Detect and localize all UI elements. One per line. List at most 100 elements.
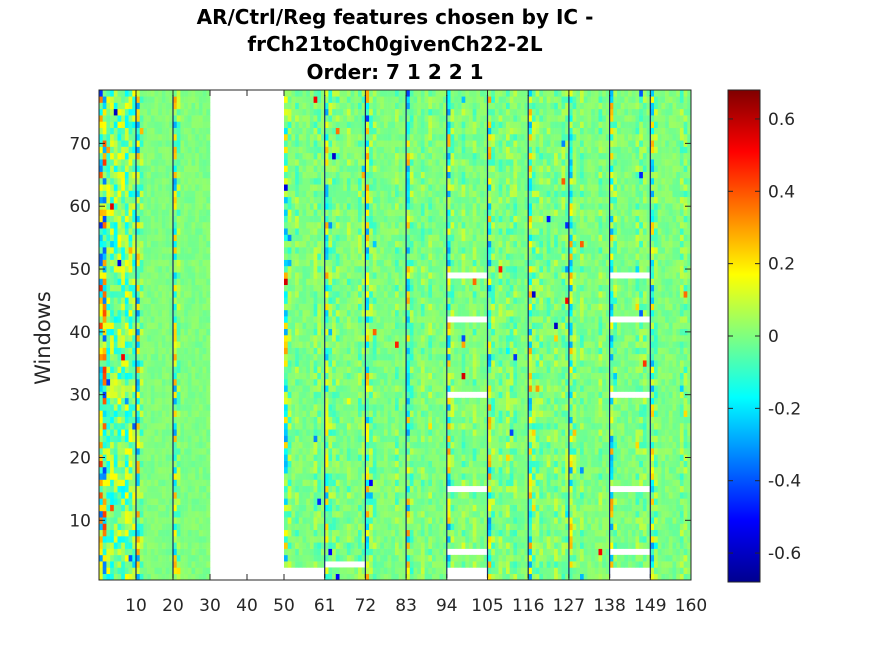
- heatmap-cell: [150, 536, 155, 543]
- heatmap-cell: [387, 385, 392, 392]
- heatmap-cell: [284, 171, 288, 179]
- heatmap-cell: [187, 347, 192, 355]
- heatmap-cell: [402, 90, 407, 97]
- heatmap-cell: [117, 316, 122, 323]
- heatmap-cell: [335, 140, 340, 147]
- heatmap-cell: [139, 473, 144, 480]
- heatmap-cell: [173, 523, 177, 531]
- heatmap-cell: [332, 448, 337, 455]
- heatmap-cell: [184, 554, 189, 562]
- heatmap-cell: [387, 366, 392, 373]
- heatmap-cell: [387, 259, 392, 267]
- heatmap-cell: [284, 284, 288, 292]
- heatmap-cell: [287, 404, 292, 411]
- heatmap-cell: [291, 347, 296, 355]
- heatmap-cell: [117, 353, 122, 361]
- heatmap-cell: [113, 504, 118, 512]
- heatmap-cell: [284, 146, 288, 154]
- heatmap-cell: [298, 328, 303, 336]
- heatmap-cell: [398, 102, 403, 110]
- heatmap-cell: [121, 554, 126, 562]
- heatmap-cell: [169, 253, 174, 260]
- heatmap-cell: [147, 335, 152, 342]
- heatmap-cell: [369, 391, 374, 399]
- heatmap-cell: [161, 234, 166, 242]
- heatmap-cell: [150, 460, 155, 468]
- heatmap-cell: [150, 309, 155, 317]
- heatmap-cell: [169, 171, 174, 179]
- heatmap-cell: [291, 171, 296, 179]
- heatmap-cell: [121, 548, 126, 556]
- heatmap-cell: [398, 190, 403, 198]
- heatmap-cell: [354, 517, 359, 524]
- heatmap-cell: [106, 303, 111, 311]
- heatmap-cell: [150, 567, 155, 575]
- heatmap-cell: [387, 404, 392, 411]
- heatmap-cell: [387, 297, 392, 304]
- heatmap-cell: [343, 378, 348, 386]
- heatmap-cell: [298, 234, 303, 242]
- heatmap-cell: [113, 561, 118, 568]
- heatmap-cell: [380, 303, 385, 311]
- heatmap-cell: [184, 253, 189, 260]
- heatmap-cell: [110, 341, 115, 348]
- heatmap-cell: [195, 341, 200, 348]
- heatmap-cell: [191, 485, 196, 493]
- heatmap-cell: [317, 498, 322, 505]
- heatmap-cell: [350, 328, 355, 336]
- heatmap-cell: [106, 510, 111, 518]
- heatmap-cell: [173, 561, 177, 568]
- heatmap-cell: [398, 284, 403, 292]
- heatmap-cell: [321, 492, 325, 499]
- heatmap-cell: [195, 328, 200, 336]
- heatmap-cell: [154, 567, 159, 575]
- heatmap-cell: [124, 410, 129, 417]
- heatmap-cell: [173, 435, 177, 443]
- heatmap-cell: [198, 272, 203, 279]
- heatmap-cell: [324, 309, 329, 317]
- heatmap-cell: [284, 328, 288, 336]
- heatmap-cell: [176, 542, 181, 549]
- heatmap-cell: [180, 121, 185, 128]
- heatmap-cell: [110, 498, 115, 505]
- heatmap-cell: [380, 335, 385, 342]
- heatmap-cell: [147, 96, 152, 103]
- heatmap-cell: [309, 466, 314, 474]
- heatmap-cell: [147, 422, 152, 430]
- heatmap-cell: [158, 284, 163, 292]
- heatmap-cell: [180, 96, 185, 103]
- heatmap-cell: [302, 435, 307, 443]
- heatmap-cell: [139, 573, 144, 581]
- heatmap-cell: [117, 479, 122, 487]
- heatmap-cell: [139, 228, 144, 235]
- heatmap-cell: [332, 146, 337, 154]
- heatmap-cell: [298, 297, 303, 304]
- heatmap-cell: [99, 102, 103, 110]
- heatmap-cell: [395, 435, 399, 443]
- heatmap-cell: [295, 460, 300, 468]
- heatmap-cell: [383, 140, 388, 147]
- heatmap-cell: [184, 485, 189, 493]
- heatmap-cell: [324, 360, 329, 367]
- heatmap-cell: [99, 121, 103, 128]
- heatmap-cell: [406, 278, 411, 286]
- heatmap-cell: [143, 184, 148, 191]
- heatmap-cell: [147, 542, 152, 549]
- heatmap-cell: [335, 133, 340, 141]
- heatmap-cell: [161, 133, 166, 141]
- heatmap-cell: [302, 221, 307, 229]
- heatmap-cell: [206, 404, 211, 411]
- heatmap-cell: [180, 567, 185, 575]
- heatmap-cell: [150, 517, 155, 524]
- heatmap-cell: [173, 177, 177, 185]
- heatmap-cell: [372, 108, 377, 116]
- heatmap-cell: [328, 567, 333, 575]
- heatmap-cell: [136, 272, 140, 279]
- heatmap-cell: [398, 366, 403, 373]
- heatmap-cell: [143, 253, 148, 260]
- heatmap-cell: [302, 341, 307, 348]
- heatmap-cell: [306, 90, 311, 97]
- heatmap-cell: [354, 567, 359, 575]
- heatmap-cell: [369, 228, 374, 235]
- heatmap-cell: [383, 316, 388, 323]
